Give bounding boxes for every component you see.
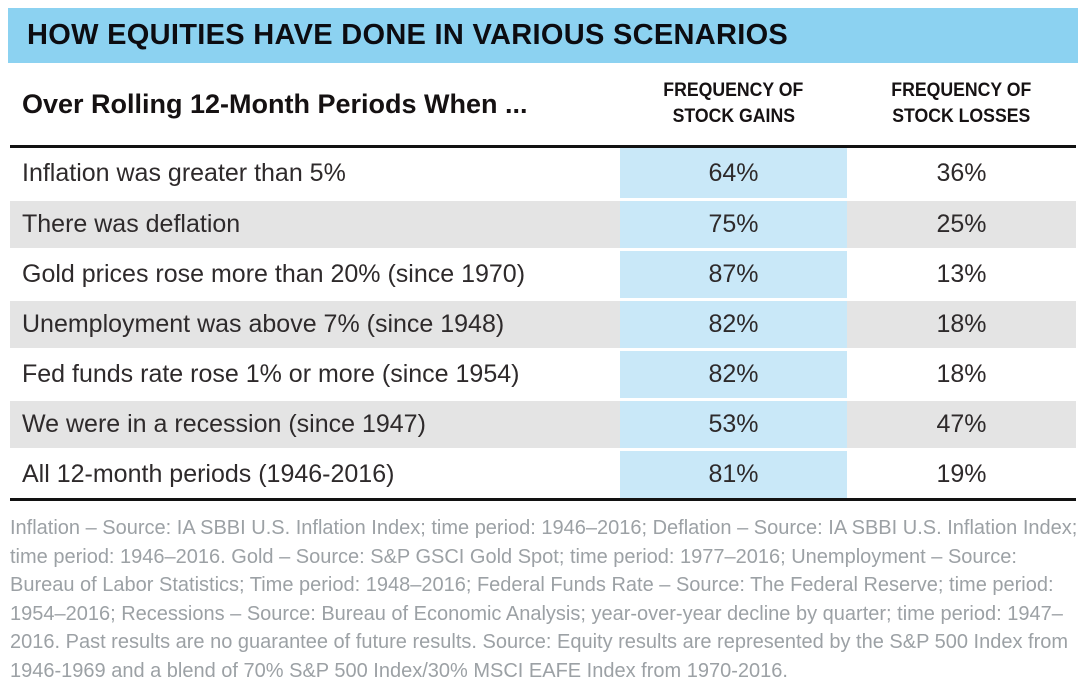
gains-value: 75% (620, 201, 847, 248)
scenario-label: Unemployment was above 7% (since 1948) (22, 310, 505, 338)
gains-value: 82% (620, 351, 847, 398)
gains-value: 81% (620, 451, 847, 498)
column-header-scenario: Over Rolling 12-Month Periods When ... (22, 88, 528, 119)
gains-value: 87% (620, 251, 847, 298)
gains-value: 53% (620, 401, 847, 448)
scenario-label: We were in a recession (since 1947) (22, 410, 426, 438)
source-footnote: Inflation – Source: IA SBBI U.S. Inflati… (10, 517, 1078, 682)
losses-value: 18% (936, 360, 987, 388)
scenario-label: Inflation was greater than 5% (22, 158, 346, 187)
losses-value: 36% (936, 158, 987, 187)
column-header-losses-line2: STOCK LOSSES (892, 106, 1031, 127)
scenario-label: Fed funds rate rose 1% or more (since 19… (22, 360, 520, 388)
page-title: HOW EQUITIES HAVE DONE IN VARIOUS SCENAR… (27, 19, 789, 51)
column-header-stock-gains: FREQUENCY OF STOCK GAINS (620, 63, 847, 145)
gains-value: 82% (620, 301, 847, 348)
table-row-unemployment: Unemployment was above 7% (since 1948) 8… (10, 298, 1076, 348)
losses-value: 18% (936, 310, 987, 338)
table-row-gold: Gold prices rose more than 20% (since 19… (10, 248, 1076, 298)
table-row-recession: We were in a recession (since 1947) 53% … (10, 398, 1076, 448)
table-row-fed-funds: Fed funds rate rose 1% or more (since 19… (10, 348, 1076, 398)
scenarios-table: Over Rolling 12-Month Periods When ... F… (10, 63, 1076, 501)
table-row-deflation: There was deflation 75% 25% (10, 198, 1076, 248)
column-header-stock-losses: FREQUENCY OF STOCK LOSSES (847, 63, 1076, 145)
table-body: Inflation was greater than 5% 64% 36% Th… (10, 148, 1076, 501)
table-header-row: Over Rolling 12-Month Periods When ... F… (10, 63, 1076, 148)
losses-value: 13% (936, 260, 987, 288)
scenario-label: All 12-month periods (1946-2016) (22, 460, 395, 488)
losses-value: 19% (936, 460, 987, 488)
scenario-label: There was deflation (22, 210, 241, 238)
table-row-all-periods: All 12-month periods (1946-2016) 81% 19% (10, 448, 1076, 498)
table-row-inflation: Inflation was greater than 5% 64% 36% (10, 148, 1076, 198)
column-header-losses-line1: FREQUENCY OF (891, 80, 1032, 101)
losses-value: 25% (936, 210, 987, 238)
gains-value: 64% (620, 148, 847, 198)
scenario-label: Gold prices rose more than 20% (since 19… (22, 260, 526, 288)
column-header-gains-line2: STOCK GAINS (672, 106, 795, 127)
column-header-gains-line1: FREQUENCY OF (663, 80, 804, 101)
title-banner: HOW EQUITIES HAVE DONE IN VARIOUS SCENAR… (8, 8, 1078, 63)
losses-value: 47% (936, 410, 987, 438)
